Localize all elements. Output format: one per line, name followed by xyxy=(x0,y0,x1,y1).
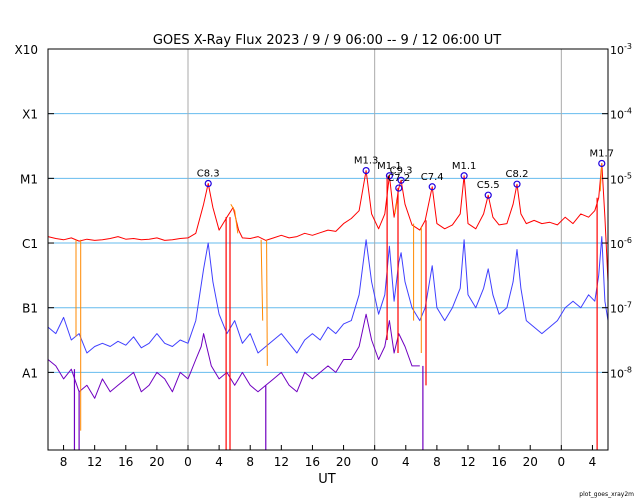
plot-frame xyxy=(47,48,609,451)
right-tick-label: 10-8 xyxy=(610,365,632,380)
right-tick-label: 10-4 xyxy=(610,107,632,122)
x-axis-label: UT xyxy=(318,472,336,487)
x-tick-label: 16 xyxy=(118,455,133,469)
x-tick-label: 16 xyxy=(305,455,320,469)
plot-area: C8.3M1.3M1.1C7.2C9.3C7.4M1.1C5.5C8.2M1.7… xyxy=(15,42,632,469)
x-tick-label: 0 xyxy=(184,455,192,469)
x-tick-label: 4 xyxy=(215,455,223,469)
flare-label: M1.1 xyxy=(377,161,402,172)
flare-label: M1.7 xyxy=(590,148,615,159)
left-tick-label: A1 xyxy=(22,366,38,380)
flare-label: C7.4 xyxy=(421,172,444,183)
x-tick-label: 12 xyxy=(87,455,102,469)
left-tick-label: M1 xyxy=(20,172,38,186)
flare-label: M1.1 xyxy=(452,161,477,172)
chart-title: GOES X-Ray Flux 2023 / 9 / 9 06:00 -- 9 … xyxy=(153,33,501,48)
flare-label: C5.5 xyxy=(477,180,500,191)
right-tick-exponent: -6 xyxy=(624,236,632,245)
flare-marker xyxy=(362,166,370,175)
right-tick-exponent: -8 xyxy=(624,365,632,374)
long-channel-line xyxy=(47,163,609,282)
flare-marker xyxy=(395,184,403,192)
flare-label: C8.2 xyxy=(506,169,529,180)
flare-marker xyxy=(460,172,468,180)
flare-marker xyxy=(484,191,492,199)
right-tick-exponent: -5 xyxy=(624,171,632,180)
gap-segment-line xyxy=(266,239,268,366)
x-tick-label: 8 xyxy=(433,455,441,469)
gap-segment-line xyxy=(260,239,264,321)
short-channel-line xyxy=(47,236,609,354)
x-tick-label: 8 xyxy=(246,455,254,469)
x-tick-label: 8 xyxy=(60,455,68,469)
x-tick-label: 12 xyxy=(274,455,289,469)
left-tick-label: B1 xyxy=(22,302,38,316)
flare-marker xyxy=(204,179,212,188)
flare-label: C8.3 xyxy=(197,169,220,180)
right-tick-exponent: -7 xyxy=(624,301,632,310)
right-tick-label: 10-3 xyxy=(610,42,632,57)
flare-label: M1.3 xyxy=(354,156,379,167)
right-tick-label: 10-5 xyxy=(610,171,632,186)
x-tick-label: 20 xyxy=(523,455,538,469)
gap-segment-line xyxy=(599,163,603,192)
gap-segment-line xyxy=(394,200,398,214)
right-tick-exponent: -3 xyxy=(624,42,632,51)
right-tick-exponent: -4 xyxy=(624,107,632,116)
flare-label: C9.3 xyxy=(390,165,413,176)
x-tick-label: 0 xyxy=(371,455,379,469)
x-tick-label: 20 xyxy=(336,455,351,469)
gap-segment-line xyxy=(230,203,239,234)
x-tick-label: 16 xyxy=(491,455,506,469)
x-tick-label: 0 xyxy=(558,455,566,469)
short_2-channel-line xyxy=(47,313,420,399)
flare-marker xyxy=(598,159,606,168)
left-tick-label: X1 xyxy=(22,108,38,122)
credit-label: plot_goes_xray2m xyxy=(579,491,634,498)
x-tick-label: 12 xyxy=(460,455,475,469)
right-tick-label: 10-7 xyxy=(610,301,632,316)
flare-marker xyxy=(385,172,394,180)
flare-marker xyxy=(397,176,405,184)
left-tick-label: X10 xyxy=(15,43,39,57)
x-tick-label: 4 xyxy=(402,455,410,469)
x-tick-label: 4 xyxy=(589,455,597,469)
flare-marker xyxy=(513,180,521,188)
flare-marker xyxy=(428,183,436,191)
right-tick-label: 10-6 xyxy=(610,236,632,251)
x-tick-label: 20 xyxy=(149,455,164,469)
left-tick-label: C1 xyxy=(22,237,38,251)
